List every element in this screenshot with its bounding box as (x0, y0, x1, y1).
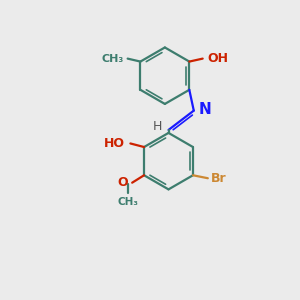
Text: HO: HO (104, 137, 125, 150)
Text: H: H (153, 120, 162, 133)
Text: OH: OH (207, 52, 228, 65)
Text: N: N (198, 102, 211, 117)
Text: CH₃: CH₃ (117, 197, 138, 207)
Text: O: O (117, 176, 128, 189)
Text: Br: Br (211, 172, 226, 185)
Text: CH₃: CH₃ (102, 54, 124, 64)
